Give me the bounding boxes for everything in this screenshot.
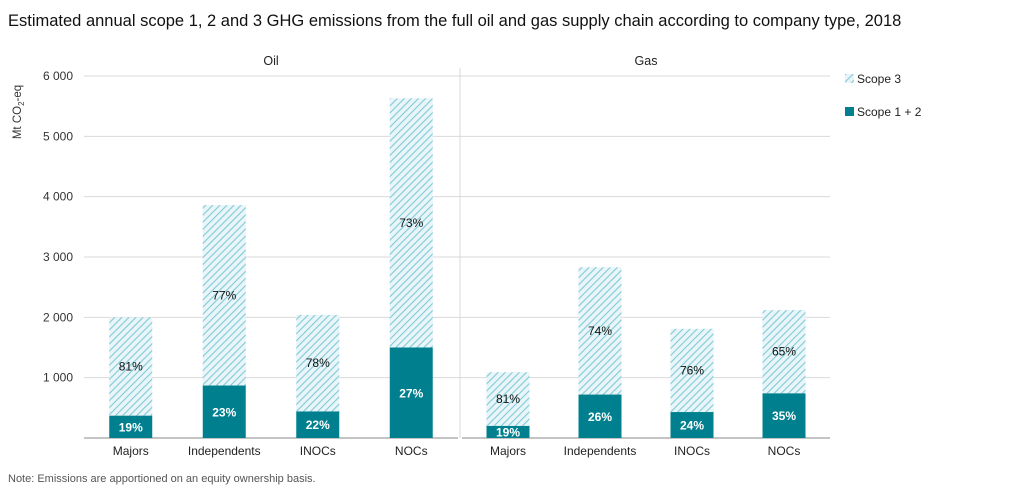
chart-canvas: 1 000 2 000 3 000 4 000 5 000 6 000 Mt CO2-eq O…	[12, 54, 922, 458]
bar-scope3	[762, 310, 806, 394]
legend-swatch-scope12	[845, 107, 854, 116]
bar-scope3	[486, 372, 530, 426]
data-label-scope12: 26%	[588, 410, 612, 424]
legend-label-scope3: Scope 3	[857, 72, 901, 86]
data-label-scope12: 35%	[772, 409, 796, 423]
y-tick-label: 2 000	[43, 310, 73, 324]
x-tick-label: Majors	[490, 444, 526, 458]
x-tick-label: NOCs	[395, 444, 428, 458]
data-label-scope12: 19%	[119, 420, 143, 434]
data-label-scope12: 23%	[212, 405, 236, 419]
data-label-scope3: 65%	[772, 345, 796, 359]
chart-note: Note: Emissions are apportioned on an eq…	[8, 473, 316, 485]
data-label-scope3: 81%	[496, 392, 520, 406]
bar-scope12	[670, 412, 714, 438]
bar-scope12	[578, 394, 622, 438]
bar-scope12	[296, 411, 340, 438]
bar-scope3	[389, 98, 433, 348]
bar-scope3	[296, 314, 340, 412]
data-label-scope12: 19%	[496, 425, 520, 439]
data-label-scope3: 78%	[306, 356, 330, 370]
y-tick-label: 4 000	[43, 190, 73, 204]
data-label-scope12: 22%	[306, 418, 330, 432]
x-tick-label: INOCs	[674, 444, 710, 458]
bar-scope3	[202, 205, 246, 386]
data-label-scope3: 81%	[119, 360, 143, 374]
bar-scope12	[389, 347, 433, 438]
data-label-scope3: 77%	[212, 288, 236, 302]
bar-scope12	[202, 385, 246, 438]
bar-scope12	[486, 425, 530, 438]
panel-title-gas: Gas	[635, 54, 658, 68]
bar-scope3	[578, 267, 622, 395]
data-label-scope3: 73%	[399, 216, 423, 230]
bar-scope3	[670, 328, 714, 413]
x-tick-label: NOCs	[768, 444, 801, 458]
y-tick-label: 5 000	[43, 129, 73, 143]
bar-scope12	[109, 415, 153, 438]
x-tick-label: Independents	[564, 444, 637, 458]
chart-title: Estimated annual scope 1, 2 and 3 GHG em…	[8, 12, 902, 30]
y-tick-label: 1 000	[43, 371, 73, 385]
y-tick-label: 6 000	[43, 69, 73, 83]
x-tick-label: Independents	[188, 444, 261, 458]
data-label-scope3: 74%	[588, 324, 612, 338]
y-tick-label: 3 000	[43, 250, 73, 264]
bar-scope12	[762, 393, 806, 438]
legend-swatch-scope3	[845, 74, 854, 83]
y-axis-label: Mt CO2-eq	[12, 85, 26, 139]
x-tick-label: INOCs	[300, 444, 336, 458]
legend-label-scope12: Scope 1 + 2	[857, 105, 922, 119]
data-label-scope3: 76%	[680, 363, 704, 377]
bar-scope3	[109, 317, 153, 416]
x-tick-label: Majors	[113, 444, 149, 458]
panel-title-oil: Oil	[263, 54, 278, 68]
data-label-scope12: 24%	[680, 419, 704, 433]
data-label-scope12: 27%	[399, 386, 423, 400]
